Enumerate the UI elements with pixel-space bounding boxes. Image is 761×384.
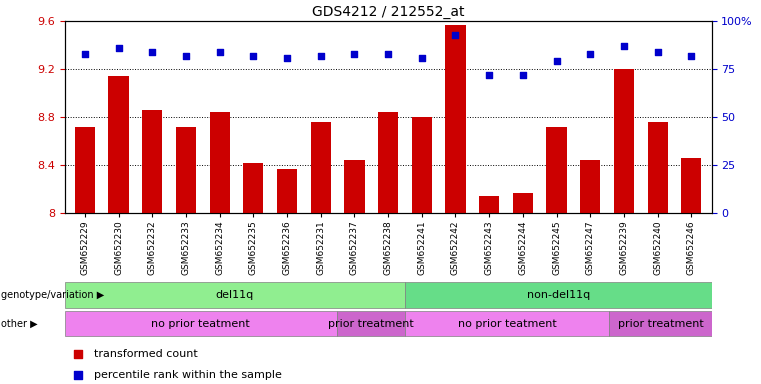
Point — [618, 43, 630, 49]
Bar — [648, 122, 667, 213]
Bar — [142, 110, 162, 213]
Point — [550, 58, 562, 65]
Bar — [244, 163, 263, 213]
Bar — [405, 311, 610, 336]
Point — [146, 49, 158, 55]
Bar — [479, 196, 499, 213]
Bar — [109, 76, 129, 213]
Text: no prior teatment: no prior teatment — [458, 318, 556, 329]
Bar — [681, 158, 702, 213]
Bar — [513, 193, 533, 213]
Point — [214, 49, 226, 55]
Bar — [546, 127, 567, 213]
Point — [247, 53, 260, 59]
Bar — [310, 122, 331, 213]
Point — [685, 53, 697, 59]
Bar — [75, 127, 95, 213]
Bar — [580, 161, 600, 213]
Bar — [65, 311, 337, 336]
Bar — [344, 161, 365, 213]
Point — [281, 55, 293, 61]
Point — [584, 51, 597, 57]
Point — [416, 55, 428, 61]
Bar — [610, 311, 712, 336]
Point — [450, 31, 462, 38]
Text: del11q: del11q — [216, 290, 254, 300]
Text: prior treatment: prior treatment — [328, 318, 414, 329]
Point — [349, 51, 361, 57]
Text: percentile rank within the sample: percentile rank within the sample — [94, 370, 282, 380]
Text: non-del11q: non-del11q — [527, 290, 590, 300]
Point — [314, 53, 326, 59]
Text: no prior teatment: no prior teatment — [151, 318, 250, 329]
Title: GDS4212 / 212552_at: GDS4212 / 212552_at — [312, 5, 464, 19]
Bar — [614, 69, 634, 213]
Text: prior treatment: prior treatment — [618, 318, 703, 329]
Point — [180, 53, 192, 59]
Point — [517, 72, 529, 78]
Bar — [277, 169, 297, 213]
Point — [79, 51, 91, 57]
Bar — [412, 117, 432, 213]
Bar — [378, 112, 398, 213]
Bar — [209, 112, 230, 213]
Point — [500, 86, 512, 92]
Point — [113, 45, 125, 51]
Text: other ▶: other ▶ — [1, 318, 37, 329]
Bar — [405, 282, 712, 308]
Bar — [337, 311, 405, 336]
Point — [382, 51, 394, 57]
Point — [651, 49, 664, 55]
Text: genotype/variation ▶: genotype/variation ▶ — [1, 290, 104, 300]
Bar — [176, 127, 196, 213]
Bar — [65, 282, 405, 308]
Point — [483, 72, 495, 78]
Bar — [445, 25, 466, 213]
Point — [500, 274, 512, 280]
Text: transformed count: transformed count — [94, 349, 198, 359]
